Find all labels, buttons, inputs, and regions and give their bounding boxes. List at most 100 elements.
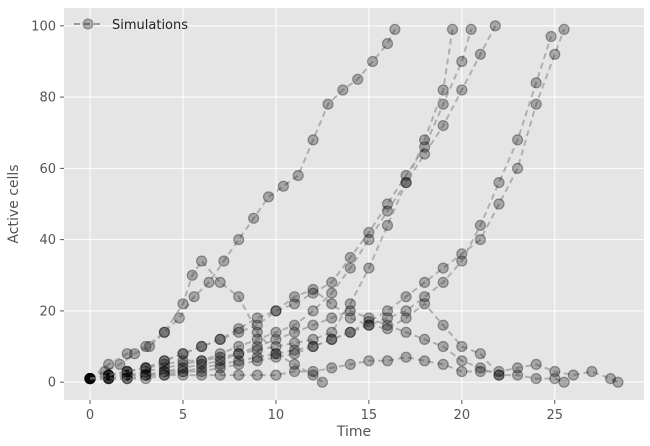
data-point — [288, 348, 301, 360]
data-point — [465, 23, 477, 35]
data-point — [604, 373, 617, 385]
data-point — [437, 84, 449, 96]
data-point — [307, 333, 319, 345]
data-point — [233, 348, 245, 360]
x-tick-label: 15 — [361, 408, 378, 423]
data-point — [558, 23, 570, 35]
data-point — [214, 369, 226, 381]
data-point — [456, 84, 468, 96]
data-point — [214, 355, 226, 367]
data-point — [344, 305, 356, 317]
data-point — [251, 333, 263, 345]
series-line — [90, 36, 553, 380]
data-point — [326, 333, 338, 345]
series-line — [89, 25, 497, 380]
data-point — [188, 291, 200, 303]
series-line — [89, 259, 324, 383]
data-point — [367, 55, 379, 68]
data-point — [307, 319, 319, 331]
data-point — [158, 365, 170, 378]
data-point — [419, 291, 431, 303]
x-axis-ticks: 0 5 10 15 20 25 — [86, 400, 563, 423]
data-point — [344, 251, 356, 264]
data-point — [288, 337, 301, 349]
data-point — [419, 276, 431, 288]
data-point — [203, 276, 215, 288]
data-point — [400, 351, 412, 363]
data-point — [352, 73, 364, 85]
x-axis-label: Time — [336, 424, 371, 440]
data-point — [288, 291, 301, 303]
data-point — [322, 98, 334, 110]
data-point — [288, 319, 301, 331]
x-tick-label: 0 — [86, 408, 94, 423]
data-point — [214, 333, 226, 345]
data-point — [177, 355, 189, 367]
data-point — [511, 362, 524, 374]
data-point — [196, 358, 208, 370]
data-point — [363, 234, 375, 246]
data-point — [218, 255, 230, 267]
data-point — [381, 323, 394, 335]
series-line — [89, 28, 396, 380]
data-point — [400, 291, 412, 303]
data-point — [102, 369, 115, 381]
data-point — [288, 326, 301, 338]
data-point — [102, 358, 115, 370]
data-point — [140, 362, 152, 374]
legend: Simulations — [74, 18, 188, 33]
data-point — [549, 373, 561, 385]
data-point — [419, 333, 431, 345]
data-point — [233, 323, 245, 335]
data-point — [381, 205, 394, 217]
data-point — [456, 355, 468, 367]
data-point — [530, 98, 542, 110]
data-point — [270, 351, 282, 363]
data-point — [307, 369, 319, 381]
data-point — [456, 255, 468, 267]
data-point — [233, 326, 245, 338]
data-point — [419, 355, 431, 367]
data-point — [288, 358, 301, 370]
data-point — [292, 169, 304, 182]
data-point — [307, 134, 319, 146]
data-point — [326, 333, 338, 345]
data-point — [158, 369, 170, 381]
data-point — [493, 369, 505, 381]
data-point — [177, 362, 189, 374]
data-point — [511, 134, 524, 146]
legend-marker-swatch — [82, 18, 94, 30]
data-point — [288, 344, 301, 356]
data-point — [511, 162, 524, 174]
data-point — [437, 340, 449, 353]
data-point — [114, 358, 126, 370]
data-point — [493, 198, 505, 210]
data-point — [400, 326, 412, 338]
data-point — [140, 340, 152, 353]
series-2 — [84, 255, 328, 388]
series-line — [90, 309, 565, 384]
data-point — [270, 305, 282, 317]
data-point — [437, 319, 449, 331]
data-point — [248, 212, 260, 224]
data-point — [381, 198, 394, 210]
data-point — [344, 262, 356, 274]
data-point — [233, 291, 245, 303]
data-point — [316, 376, 328, 388]
data-point — [446, 23, 459, 35]
data-point — [363, 312, 375, 324]
data-point — [474, 365, 486, 378]
series-6 — [84, 30, 557, 385]
series-layer — [84, 20, 624, 388]
x-tick-label: 5 — [179, 408, 187, 423]
data-point — [363, 355, 375, 367]
data-point — [511, 369, 524, 381]
y-tick-label: 20 — [39, 304, 56, 319]
data-point — [456, 55, 468, 68]
data-point — [214, 362, 226, 374]
data-point — [381, 312, 394, 324]
data-point — [437, 358, 449, 370]
data-point — [177, 348, 189, 360]
series-3 — [84, 23, 477, 385]
